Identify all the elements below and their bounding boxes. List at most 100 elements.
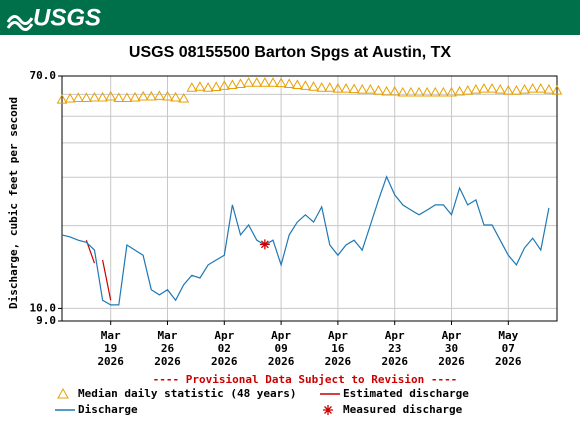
x-tick-label: 19 (104, 342, 117, 355)
median-marker (397, 86, 409, 97)
legend-label: Discharge (78, 403, 138, 416)
x-tick-label: 2026 (211, 355, 238, 368)
median-marker (486, 83, 498, 93)
logo: USGS (33, 4, 101, 31)
median-marker (332, 83, 344, 93)
median-marker (162, 90, 173, 101)
median-marker (251, 77, 263, 87)
legend-swatch (57, 387, 69, 399)
y-tick-label: 10.0 (30, 301, 57, 314)
header-bar (0, 0, 580, 35)
median-marker (543, 84, 555, 94)
median-marker (405, 86, 417, 97)
y-axis-label: Discharge, cubic feet per second (7, 97, 20, 309)
x-tick-label: Mar (101, 329, 121, 342)
legend-swatch (323, 405, 333, 415)
x-tick-label: Apr (328, 329, 348, 342)
logo-icon (6, 15, 34, 31)
x-tick-label: 2026 (495, 355, 522, 368)
median-marker (178, 92, 190, 103)
x-tick-label: May (498, 329, 518, 342)
x-tick-label: 2026 (97, 355, 124, 368)
x-tick-label: Mar (158, 329, 178, 342)
median-marker (210, 81, 222, 91)
median-marker (243, 77, 254, 87)
provisional-note: ---- Provisional Data Subject to Revisio… (153, 373, 458, 386)
median-marker (494, 84, 506, 94)
median-marker (519, 84, 530, 94)
x-tick-label: 2026 (154, 355, 181, 368)
median-marker (389, 85, 401, 96)
median-marker (502, 84, 514, 95)
x-tick-label: Apr (442, 329, 462, 342)
median-marker (462, 84, 474, 95)
y-tick-label: 9.0 (36, 314, 56, 327)
median-marker (80, 92, 92, 102)
median-marker (113, 92, 125, 102)
median-marker (365, 84, 376, 94)
median-marker (105, 90, 117, 101)
x-tick-label: 09 (274, 342, 287, 355)
x-tick-label: 23 (388, 342, 401, 355)
median-marker (267, 77, 279, 87)
median-marker (527, 83, 539, 93)
median-marker (154, 90, 165, 100)
median-marker (470, 84, 482, 94)
median-marker (129, 91, 141, 102)
x-tick-label: 26 (161, 342, 175, 355)
legend-label: Estimated discharge (343, 387, 469, 400)
median-marker (186, 82, 198, 92)
median-marker (381, 85, 392, 96)
median-marker (170, 91, 181, 102)
median-marker (373, 84, 384, 95)
median-marker (438, 86, 449, 97)
median-marker (56, 93, 68, 104)
y-tick-label: 70.0 (30, 69, 57, 82)
x-tick-label: 2026 (438, 355, 465, 368)
median-marker (316, 82, 328, 92)
median-marker (202, 82, 214, 92)
median-marker (275, 77, 287, 88)
median-marker (429, 86, 441, 97)
median-marker (413, 86, 425, 97)
median-marker (235, 78, 246, 89)
median-marker (511, 84, 522, 95)
plot-frame (61, 75, 558, 322)
median-marker (324, 82, 336, 92)
median-marker (478, 83, 490, 93)
median-marker (551, 84, 563, 95)
median-marker (291, 79, 303, 89)
median-marker (535, 83, 547, 93)
median-marker (218, 80, 230, 90)
median-marker (340, 83, 352, 93)
x-tick-label: Apr (271, 329, 291, 342)
median-marker (421, 86, 433, 97)
x-tick-label: 30 (445, 342, 458, 355)
x-tick-label: 2026 (268, 355, 295, 368)
median-marker (194, 81, 206, 91)
median-marker (259, 77, 271, 87)
x-tick-label: 16 (331, 342, 345, 355)
chart-title: USGS 08155500 Barton Spgs at Austin, TX (129, 44, 452, 61)
x-tick-label: 07 (502, 342, 515, 355)
median-marker (227, 79, 238, 89)
median-marker (64, 92, 76, 103)
x-tick-label: Apr (214, 329, 234, 342)
series-line (61, 175, 550, 306)
median-marker (121, 92, 133, 102)
measured-marker (259, 239, 270, 250)
median-marker (356, 84, 368, 94)
legend-label: Median daily statistic (48 years) (78, 387, 297, 400)
median-marker (348, 83, 360, 94)
x-tick-label: 2026 (381, 355, 408, 368)
legend-label: Measured discharge (343, 403, 463, 416)
median-marker (72, 92, 84, 102)
median-marker (446, 86, 457, 97)
median-marker (97, 91, 108, 102)
median-marker (137, 90, 149, 101)
median-marker (89, 91, 100, 102)
x-tick-label: 2026 (325, 355, 352, 368)
median-marker (454, 85, 465, 96)
